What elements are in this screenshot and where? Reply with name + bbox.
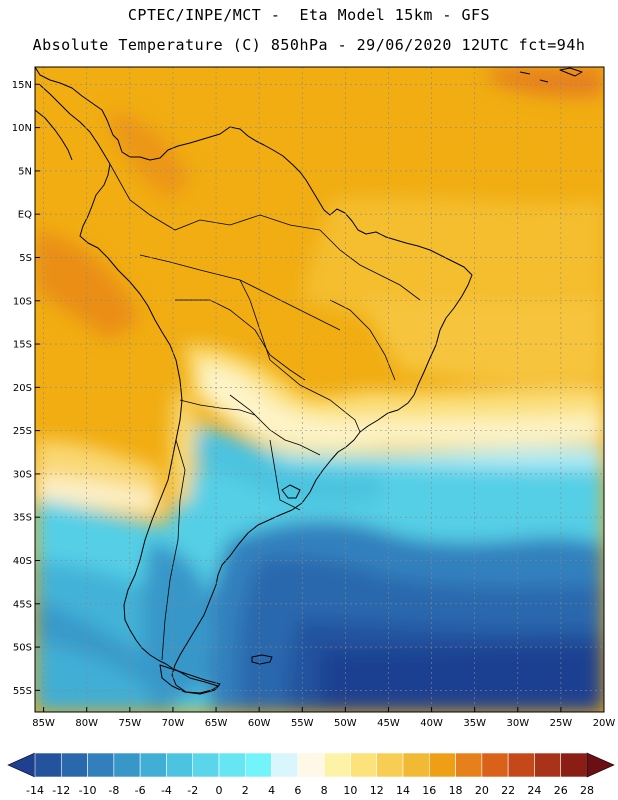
country-borders [109,163,421,661]
lon-tick-label: 55W [291,718,314,729]
lat-tick-label: 15N [12,80,32,91]
lat-tick-label: 40S [13,556,32,567]
lat-tick-label: 35S [13,513,32,524]
continent-outlines [35,67,583,695]
colorbar-bin [60,752,88,778]
map-frame [34,66,605,713]
lon-tick-label: 50W [334,718,357,729]
colorbar-label: 18 [449,784,463,797]
lon-tick-label: 20W [593,718,616,729]
falkland-islands [251,654,273,665]
colorbar-bin [166,752,194,778]
colorbar-label: 24 [527,784,541,797]
colorbar-bin [271,752,299,778]
colorbar-bin [323,752,351,778]
colorbar-label: -8 [108,784,119,797]
lat-tick-label: 25S [13,426,32,437]
colorbar-label: 16 [422,784,436,797]
lon-tick-label: 35W [463,718,486,729]
colorbar-label: 4 [268,784,275,797]
colorbar-bin [113,752,141,778]
lon-tick-label: 30W [506,718,529,729]
lat-tick-label: 45S [13,599,32,610]
colorbar-bin [139,752,167,778]
colorbar-label: 12 [370,784,384,797]
colorbar-bin [350,752,378,778]
colorbar-label: 14 [396,784,410,797]
colorbar-label: 20 [475,784,489,797]
color-scale-bar: -14 -12 -10 -8 -6 -4 -2 0 2 4 6 8 10 12 14 16 18 20 22 24 26… [7,752,615,797]
lon-tick-label: 45W [377,718,400,729]
lon-tick-label: 25W [550,718,573,729]
colorbar-bin [560,752,588,778]
lat-tick-label: 10S [13,296,32,307]
colorbar-label: -10 [79,784,97,797]
colorbar-low-arrow [7,752,36,778]
latitude-axis: 15N 10N 5N EQ 5S 10S 15S 20S 25S 30S 35S 40S 45S 50S 5… [12,80,40,697]
tierra-del-fuego [159,664,221,695]
lon-tick-label: 60W [248,718,271,729]
colorbar-bin [534,752,562,778]
temperature-field [35,67,604,712]
colorbar-bin [34,752,62,778]
lon-tick-label: 65W [205,718,228,729]
colorbar-label: 2 [242,784,249,797]
lon-tick-label: 70W [162,718,185,729]
colorbar-label: 28 [580,784,594,797]
colorbar-label: -2 [187,784,198,797]
lon-tick-label: 80W [75,718,98,729]
central-america-coastline [35,67,73,161]
colorbar-bin [376,752,404,778]
colorbar-bin [481,752,509,778]
lat-tick-label: EQ [18,210,32,221]
lat-tick-label: 5N [18,166,32,177]
title-line-2: Absolute Temperature (C) 850hPa - 29/06/… [32,36,586,54]
lon-tick-label: 85W [32,718,55,729]
colorbar-label: 0 [216,784,223,797]
colorbar-bin [244,752,272,778]
title-line-1: CPTEC/INPE/MCT - Eta Model 15km - GFS [127,6,491,24]
lagoa-dos-patos [281,484,301,499]
south-america-coastline [39,82,473,694]
colorbar-label: 10 [343,784,357,797]
colorbar-bin [218,752,246,778]
colorbar-label: -12 [52,784,70,797]
lat-tick-label: 5S [19,253,32,264]
colorbar-label: -6 [135,784,146,797]
colorbar-bin [428,752,456,778]
colorbar-label: -14 [26,784,44,797]
colorbar-label: -4 [161,784,172,797]
colorbar-bin [402,752,430,778]
colorbar-bin [507,752,535,778]
lon-tick-label: 40W [420,718,443,729]
lat-tick-label: 50S [13,643,32,654]
colorbar-label: 26 [554,784,568,797]
lat-tick-label: 15S [13,340,32,351]
lat-tick-label: 10N [12,123,32,134]
colorbar-label: 22 [501,784,515,797]
colorbar-label: 8 [321,784,328,797]
lon-tick-label: 75W [119,718,142,729]
colorbar-bin [455,752,483,778]
caribbean-islands [519,67,583,83]
colorbar-bin [297,752,325,778]
lat-tick-label: 55S [13,686,32,697]
colorbar-bin [87,752,115,778]
colorbar-high-arrow [586,752,615,778]
colorbar-bin [192,752,220,778]
longitude-axis: 85W 80W 75W 70W 65W 60W 55W 50W 45W 40W 35W 30W 25W 2… [32,707,615,729]
lat-tick-label: 20S [13,383,32,394]
lat-tick-label: 30S [13,469,32,480]
colorbar-label: 6 [294,784,301,797]
